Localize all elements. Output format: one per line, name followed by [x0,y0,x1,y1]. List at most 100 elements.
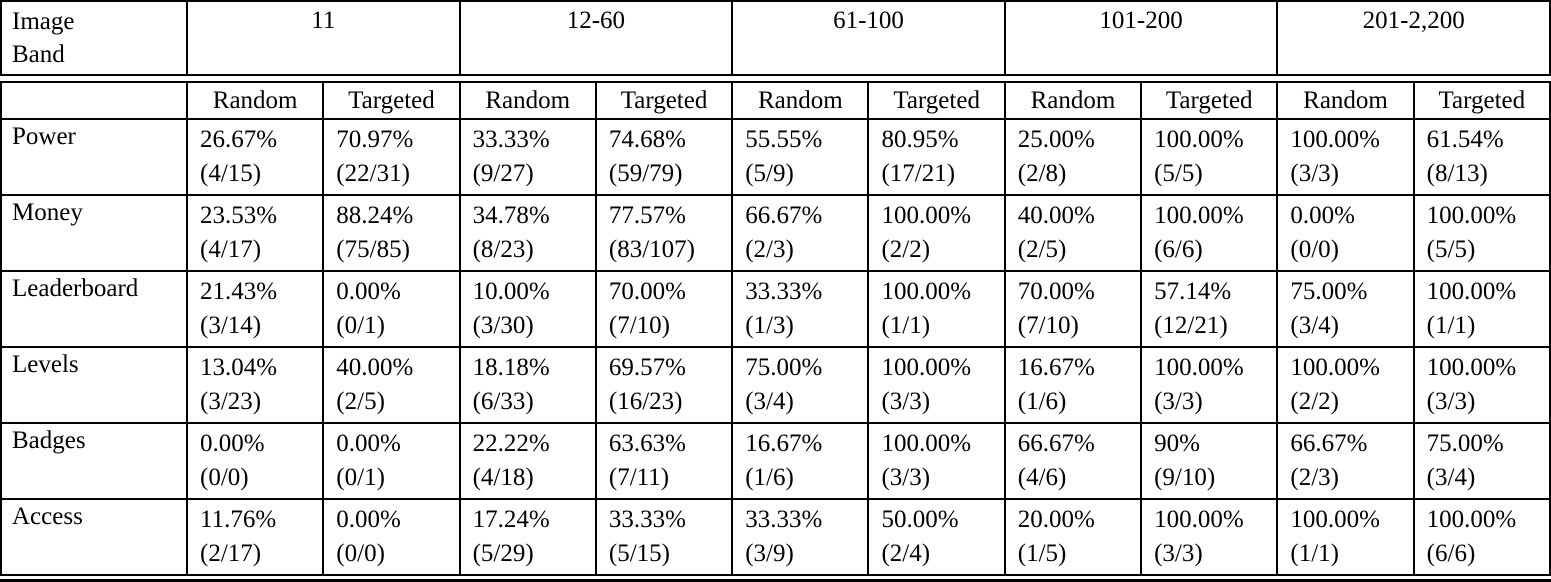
fraction-value: (2/3) [1290,464,1339,491]
data-cell: 17.24% (5/29) [458,498,597,576]
data-cell: 10.00% (3/30) [458,270,597,348]
fraction-value: (5/29) [472,540,534,567]
fraction-value: (5/5) [1426,236,1476,263]
band-header-row: Image Band 11 12-60 61-100 101-200 201-2,200 [0,0,1551,76]
percentage-value: 25.00% [1017,126,1095,153]
percentage-value: 10.00% [472,278,550,305]
subheader-targeted: Targeted [867,81,1006,120]
data-cell: 25.00% (2/8) [1003,118,1143,196]
percentage-value: 40.00% [1017,202,1095,229]
percentage-value: 33.33% [745,506,823,533]
data-cell: 75.00% (3/4) [731,346,870,424]
fraction-value: (2/5) [336,388,385,415]
percentage-value: 80.95% [881,126,959,153]
data-cell: 0.00% (0/0) [185,422,325,500]
percentage-value: 100.00% [881,430,972,457]
fraction-value: (3/30) [472,312,534,339]
percentage-value: 55.55% [745,126,823,153]
fraction-value: (5/15) [608,540,670,567]
data-cell: 16.67% (1/6) [731,422,870,500]
fraction-value: (1/1) [1290,540,1339,567]
data-cell: 77.57% (83/107) [594,194,734,272]
percentage-value: 0.00% [1290,202,1355,229]
percentage-value: 63.63% [608,430,686,457]
fraction-value: (9/10) [1154,464,1216,491]
data-cell: 100.00% (3/3) [867,422,1006,500]
row-label: Leaderboard [0,270,188,348]
fraction-value: (3/4) [1290,312,1339,339]
subheader-empty-cell [0,81,188,120]
fraction-value: (2/8) [1017,160,1067,187]
fraction-value: (0/1) [336,312,385,339]
percentage-value: 100.00% [1290,126,1380,153]
table-row-leaderboard: Leaderboard 21.43% (3/14) 0.00% (0/1) 10.00% (… [0,270,1551,348]
fraction-value: (0/0) [336,540,385,567]
data-cell: 100.00% (3/3) [867,346,1006,424]
data-cell: 21.43% (3/14) [185,270,325,348]
data-cell: 55.55% (5/9) [731,118,870,196]
data-cell: 20.00% (1/5) [1003,498,1143,576]
fraction-value: (7/10) [1017,312,1079,339]
data-cell: 22.22% (4/18) [458,422,597,500]
data-cell: 34.78% (8/23) [458,194,597,272]
fraction-value: (59/79) [608,160,683,187]
subheader-targeted: Targeted [322,81,461,120]
data-cell: 66.67% (2/3) [731,194,870,272]
percentage-value: 88.24% [336,202,414,229]
table-row-badges: Badges 0.00% (0/0) 0.00% (0/1) 22.22% (4/18) 63… [0,422,1551,500]
data-cell: 23.53% (4/17) [185,194,325,272]
fraction-value: (3/3) [1290,160,1339,187]
fraction-value: (4/17) [200,236,262,263]
data-table: Random Targeted Random Targeted Random Target… [0,81,1551,576]
percentage-value: 33.33% [608,506,686,533]
data-cell: 100.00% (6/6) [1140,194,1279,272]
data-cell: 80.95% (17/21) [867,118,1006,196]
data-cell: 33.33% (9/27) [458,118,597,196]
fraction-value: (7/11) [608,464,670,491]
percentage-value: 20.00% [1017,506,1095,533]
percentage-value: 100.00% [1290,354,1380,381]
corner-cell-image-band: Image Band [0,0,188,76]
subheader-random: Random [731,81,870,120]
data-cell: 61.54% (8/13) [1412,118,1551,196]
fraction-value: (5/9) [745,160,794,187]
percentage-value: 100.00% [1426,506,1517,533]
percentage-value: 66.67% [1017,430,1095,457]
percentage-value: 23.53% [200,202,278,229]
fraction-value: (12/21) [1154,312,1228,339]
data-cell: 40.00% (2/5) [322,346,461,424]
subheader-row: Random Targeted Random Targeted Random Target… [0,81,1551,120]
data-cell: 100.00% (3/3) [1140,498,1279,576]
percentage-value: 0.00% [336,430,401,457]
fraction-value: (4/18) [472,464,534,491]
data-cell: 90% (9/10) [1140,422,1279,500]
percentage-value: 0.00% [336,506,401,533]
percentage-value: 66.67% [1290,430,1368,457]
data-cell: 26.67% (4/15) [185,118,325,196]
percentage-value: 0.00% [200,430,265,457]
band-header-cell: 101-200 [1003,0,1279,76]
percentage-value: 21.43% [200,278,278,305]
band-header-cell: 11 [186,0,461,76]
corner-label-line2: Band [12,41,65,68]
data-cell: 33.33% (5/15) [594,498,734,576]
fraction-value: (1/6) [1017,388,1067,415]
percentage-value: 33.33% [472,126,550,153]
percentage-value: 100.00% [1154,202,1244,229]
data-cell: 100.00% (3/3) [1412,346,1551,424]
fraction-value: (4/6) [1017,464,1067,491]
percentage-value: 75.00% [745,354,823,381]
percentage-value: 33.33% [745,278,823,305]
data-cell: 66.67% (2/3) [1276,422,1415,500]
percentage-value: 100.00% [1290,506,1380,533]
percentage-value: 16.67% [1017,354,1095,381]
data-cell: 75.00% (3/4) [1412,422,1551,500]
data-cell: 16.67% (1/6) [1003,346,1143,424]
fraction-value: (1/5) [1017,540,1067,567]
subheader-targeted: Targeted [594,81,734,120]
fraction-value: (2/5) [1017,236,1067,263]
subheader-targeted: Targeted [1140,81,1279,120]
fraction-value: (3/3) [881,464,931,491]
fraction-value: (75/85) [336,236,410,263]
